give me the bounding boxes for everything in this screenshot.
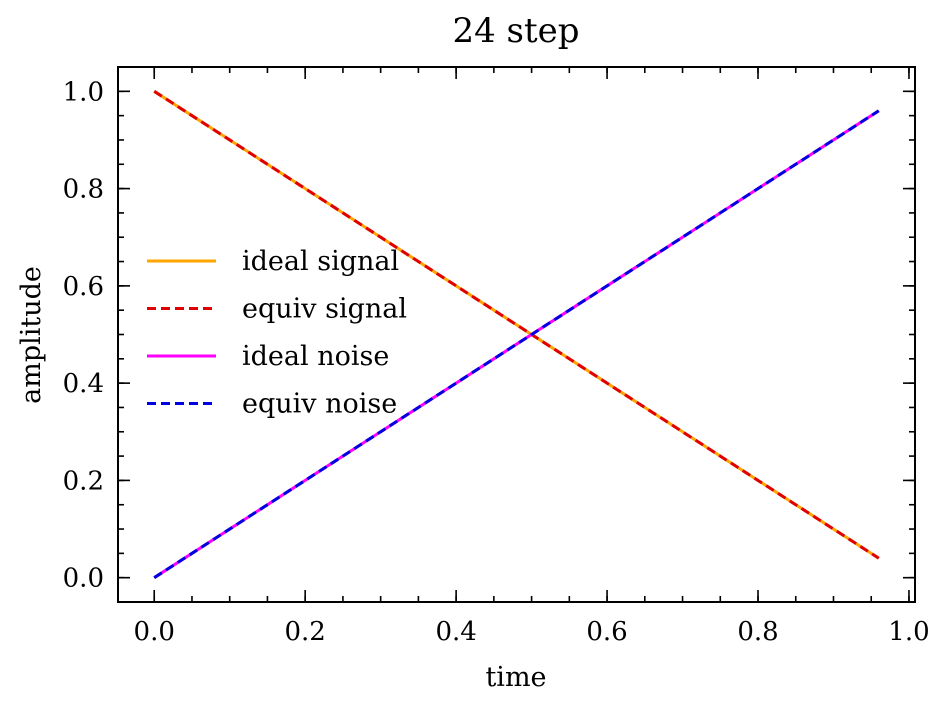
legend: ideal signal equiv signal ideal noise equiv… <box>147 246 407 420</box>
y-tick-label: 0.0 <box>63 564 104 594</box>
x-tick-label: 0.4 <box>435 617 476 647</box>
series-lines <box>153 90 880 579</box>
chart-title: 24 step <box>452 11 579 51</box>
x-tick-label: 0.6 <box>586 617 627 647</box>
series-line-equiv-signal <box>153 90 880 560</box>
y-axis-label: amplitude <box>16 266 47 404</box>
legend-label: ideal noise <box>242 341 389 372</box>
x-tick-label: 0.2 <box>284 617 325 647</box>
y-tick-label: 1.0 <box>63 77 104 107</box>
x-tick-label: 0.0 <box>134 617 175 647</box>
x-axis-label: time <box>485 662 546 693</box>
y-tick-label: 0.6 <box>63 272 104 302</box>
y-tick-label: 0.4 <box>63 369 104 399</box>
legend-label: equiv noise <box>242 389 397 420</box>
y-tick-label: 0.2 <box>63 466 104 496</box>
tick-labels: 0.0 0.2 0.4 0.6 0.8 1.0 0.0 0.2 0.4 0.6 0.8 1.0 <box>63 77 930 647</box>
x-tick-label: 1.0 <box>888 617 929 647</box>
y-tick-label: 0.8 <box>63 175 104 205</box>
x-tick-label: 0.8 <box>737 617 778 647</box>
legend-label: ideal signal <box>242 246 399 277</box>
plot-frame <box>117 66 916 603</box>
tick-marks <box>118 66 915 603</box>
series-line-equiv-noise <box>153 109 880 579</box>
legend-label: equiv signal <box>242 294 407 325</box>
